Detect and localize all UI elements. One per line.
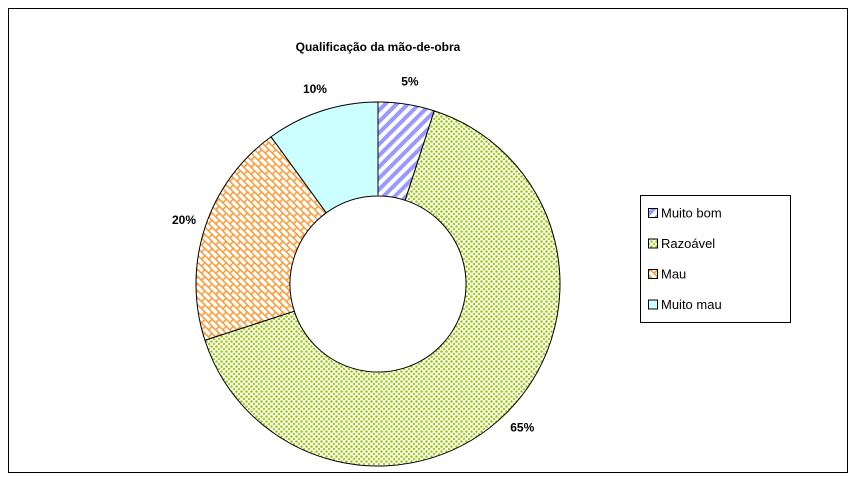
data-label: 10% <box>303 82 327 96</box>
donut-slice <box>204 110 561 467</box>
legend-swatch <box>648 208 658 218</box>
legend-label: Muito bom <box>661 205 722 220</box>
data-label: 5% <box>401 75 419 89</box>
chart-title: Qualificação da mão-de-obra <box>296 40 461 54</box>
legend-box <box>640 195 791 323</box>
legend-label: Razoável <box>661 236 715 251</box>
legend-label: Mau <box>661 266 686 281</box>
legend-label: Muito mau <box>661 297 722 312</box>
legend-swatch <box>648 269 658 279</box>
legend-swatch <box>648 299 658 310</box>
data-label: 20% <box>172 213 196 227</box>
data-label: 65% <box>510 420 534 434</box>
donut-slice <box>195 136 327 341</box>
donut-slice <box>270 101 379 214</box>
legend-swatch <box>648 238 658 249</box>
